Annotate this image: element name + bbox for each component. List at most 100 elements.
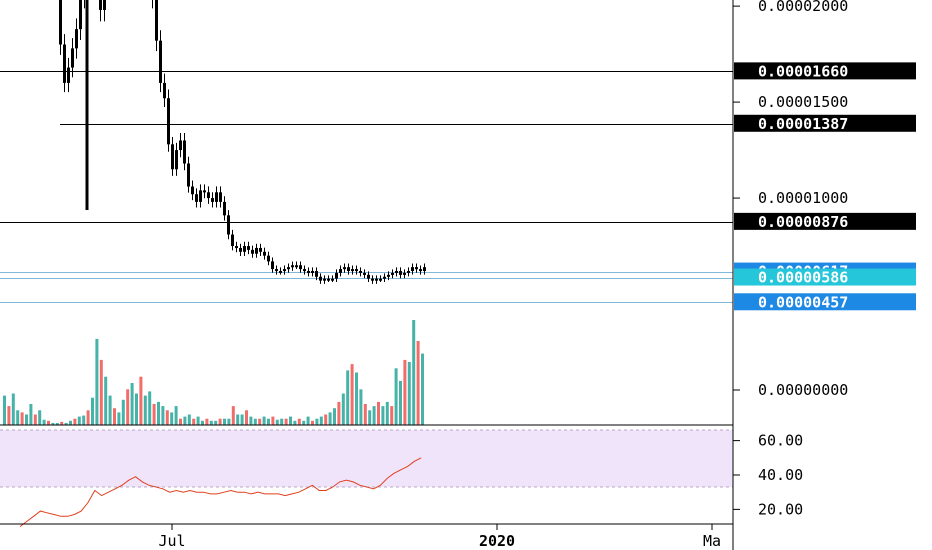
candle (247, 246, 250, 250)
time-axis: Jul 2020 Ma (158, 524, 721, 550)
candle (267, 255, 270, 262)
volume-bar (236, 414, 240, 425)
candle (235, 246, 238, 249)
rsi-band (0, 430, 733, 487)
candle (363, 272, 366, 275)
volume-bar (55, 422, 59, 425)
volume-bar (135, 393, 138, 425)
candle (231, 234, 234, 247)
price-tag-label: 0.00001660 (758, 62, 848, 80)
candle (343, 267, 346, 270)
volume-bar (412, 320, 416, 425)
candle (255, 247, 258, 254)
candle (339, 269, 342, 273)
volume-bar (108, 395, 112, 425)
volume-bar (355, 372, 358, 425)
candle (275, 269, 278, 272)
volume-bar (407, 362, 411, 425)
candle (239, 247, 242, 252)
volume-bar (42, 419, 46, 425)
candle (179, 140, 182, 151)
volume-bar (157, 401, 160, 425)
candle (195, 194, 198, 202)
candle (371, 278, 374, 281)
volume-bar (399, 380, 402, 425)
volume-bar (218, 418, 222, 425)
volume-bar (165, 410, 169, 425)
candle (403, 272, 406, 275)
candle (215, 192, 218, 202)
volume-bar (227, 418, 231, 425)
candle (243, 246, 246, 252)
volume-bar (385, 401, 389, 425)
candle (175, 150, 178, 170)
volume-bar (390, 406, 394, 425)
candle (395, 270, 398, 273)
volume-bar (258, 418, 262, 425)
volume-bar (174, 406, 178, 425)
volume-bar (253, 418, 257, 425)
time-tick-label: 2020 (479, 532, 515, 550)
price-tag (734, 62, 916, 80)
volume-bar (377, 401, 380, 425)
volume-bar (113, 408, 116, 425)
candle (295, 265, 298, 268)
candle (63, 44, 66, 83)
volume-bar (143, 395, 147, 425)
rsi-tick-label: 20.00 (758, 500, 803, 518)
volume-bar (82, 415, 86, 425)
candle (387, 274, 390, 277)
volume-bar (20, 412, 24, 425)
candle (271, 261, 274, 270)
candle (407, 270, 410, 273)
volume-bar (209, 420, 213, 425)
volume-bar (416, 341, 420, 425)
volume-bar (201, 420, 204, 425)
candle (79, 0, 82, 30)
price-tags: 0.000034400.000016600.000013870.00000876… (734, 62, 916, 311)
candle (103, 0, 106, 10)
candle (423, 267, 426, 271)
candle (379, 278, 382, 281)
volume-bar (196, 416, 200, 425)
candle (207, 192, 210, 199)
volume-bar (25, 414, 28, 425)
volume-bar (64, 422, 68, 425)
volume-bar (302, 420, 306, 425)
volume-bar (328, 412, 332, 425)
candle (391, 272, 394, 275)
candle (187, 163, 190, 187)
candle (291, 265, 294, 268)
volume-bar (117, 412, 121, 425)
volume-bar (77, 416, 81, 425)
volume-bar (51, 422, 55, 425)
volume-bar (315, 418, 319, 425)
price-tick-label: 0.00001000 (758, 189, 848, 207)
candle (367, 274, 370, 279)
candle (259, 247, 262, 252)
candle (251, 249, 254, 254)
rsi-tick-label: 60.00 (758, 432, 803, 450)
volume-bar (170, 412, 174, 425)
candle (319, 276, 322, 281)
volume-bar (245, 410, 248, 425)
candle (171, 144, 174, 170)
volume-bar (47, 420, 50, 425)
candle (279, 270, 282, 273)
candle (227, 215, 230, 235)
candle (155, 0, 158, 41)
volume-bar (126, 389, 130, 425)
volume-bar (280, 418, 284, 425)
volume-bar (372, 406, 376, 425)
volume-bar (99, 359, 103, 425)
price-tick-label: 0.00000000 (758, 381, 848, 399)
volume-bar (381, 406, 385, 425)
candle (199, 190, 202, 202)
price-tag (734, 212, 916, 230)
volume-bar (29, 404, 33, 425)
rsi-line (19, 457, 422, 527)
candle (287, 267, 290, 270)
volume-bar (403, 359, 407, 425)
volume-bar (306, 416, 310, 425)
